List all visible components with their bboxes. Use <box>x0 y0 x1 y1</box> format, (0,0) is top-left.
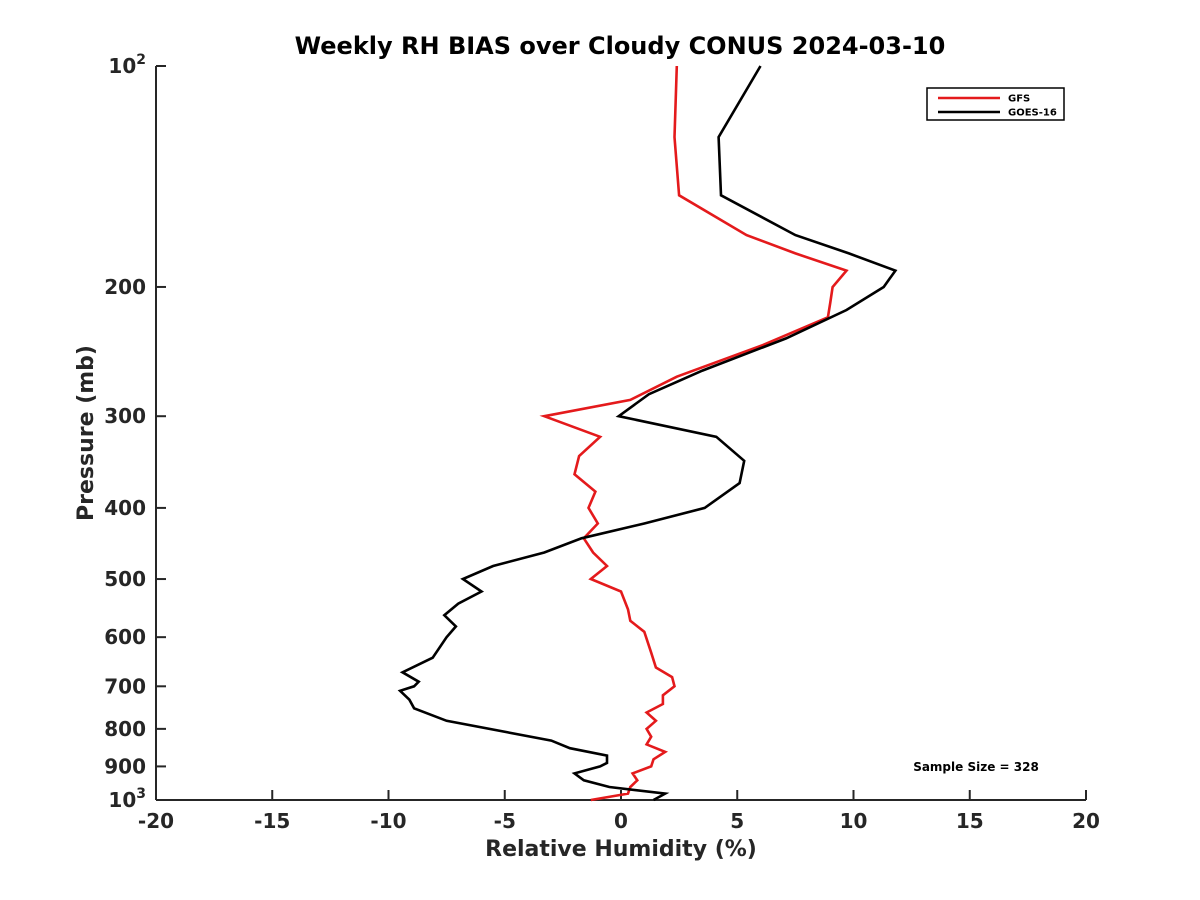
x-tick-label: 20 <box>1072 809 1100 833</box>
x-tick-label: -20 <box>138 809 174 833</box>
y-tick-label: 300 <box>104 404 146 428</box>
y-tick-label: 700 <box>104 674 146 698</box>
series-line-goes-16 <box>397 65 898 802</box>
series-line-gfs <box>539 65 849 802</box>
x-tick-label: 15 <box>956 809 984 833</box>
chart-title: Weekly RH BIAS over Cloudy CONUS 2024-03… <box>295 32 946 60</box>
x-tick-label: -15 <box>254 809 290 833</box>
y-axis-label: Pressure (mb) <box>74 345 99 521</box>
legend-label: GFS <box>1008 94 1030 105</box>
axes: -20 -15 -10 -5 0 5 10 15 20 102 200 300 400 500 600 700… <box>104 52 1100 833</box>
x-tick-label: 0 <box>614 809 628 833</box>
legend-box <box>926 87 1065 121</box>
y-tick-label: 600 <box>104 625 146 649</box>
y-tick-label: 103 <box>108 786 146 812</box>
y-tick-label: 500 <box>104 567 146 591</box>
sample-size-annotation: Sample Size = 328 <box>913 760 1039 774</box>
legend-label: GOES-16 <box>1008 108 1057 119</box>
x-tick-label: 5 <box>730 809 744 833</box>
series-layer <box>397 65 898 802</box>
x-axis-label: Relative Humidity (%) <box>485 837 757 862</box>
y-tick-label: 800 <box>104 717 146 741</box>
y-tick-label: 102 <box>108 52 146 78</box>
y-tick-label: 200 <box>104 275 146 299</box>
y-tick-label: 900 <box>104 754 146 778</box>
x-tick-label: -10 <box>370 809 406 833</box>
legend: GFS GOES-16 <box>926 87 1065 121</box>
y-tick-label: 400 <box>104 496 146 520</box>
x-tick-label: 10 <box>840 809 868 833</box>
x-tick-label: -5 <box>494 809 516 833</box>
